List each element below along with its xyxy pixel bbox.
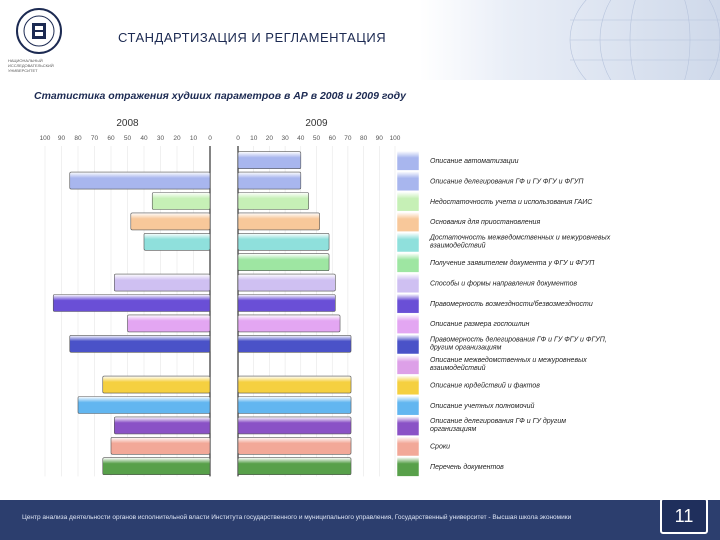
legend-swatch (396, 252, 420, 273)
tick-label-2008: 30 (157, 135, 165, 142)
category-label: Перечень документов (430, 463, 504, 471)
category-label: Описание межведомственных и межуровневых… (430, 356, 587, 372)
category-label: Основания для приостановления (430, 218, 540, 226)
tick-label-2008: 90 (58, 135, 66, 142)
category-label: Правомерность возмездности/безвозмезднос… (430, 300, 593, 308)
bar-2009 (237, 335, 352, 353)
category-label: Описание юрдействий и фактов (430, 381, 540, 389)
bar-2008 (114, 273, 211, 292)
tick-label-2008: 40 (140, 135, 148, 142)
tick-label-2009: 70 (344, 135, 352, 142)
tick-label-2009: 100 (390, 135, 401, 142)
legend-swatch (396, 375, 420, 396)
bar-2009 (237, 375, 352, 394)
bar-2008 (114, 416, 211, 435)
bar-2009 (237, 294, 336, 312)
category-label: Получение заявителем документа у ФГУ и Ф… (430, 259, 595, 267)
footer-bar: Центр анализа деятельности органов испол… (0, 500, 720, 540)
tick-label-2008: 80 (74, 135, 82, 142)
legend-swatch (396, 436, 420, 457)
legend-swatch (396, 191, 420, 212)
bar-2008 (52, 294, 211, 312)
legend-swatch (396, 171, 420, 192)
bar-2008 (127, 314, 211, 333)
bar-2008 (69, 171, 211, 190)
legend-swatch (396, 334, 420, 355)
legend-swatch (396, 313, 420, 334)
bar-2009 (237, 416, 352, 435)
bar-2009 (237, 314, 341, 333)
bar-2008 (102, 375, 211, 394)
tick-label-2009: 0 (236, 135, 240, 142)
bar-2008 (110, 436, 211, 455)
tick-label-2009: 80 (360, 135, 368, 142)
category-label: Описание размера госпошлин (430, 321, 530, 328)
tick-label-2009: 60 (329, 135, 337, 142)
tick-label-2009: 10 (250, 135, 258, 142)
bar-2008 (143, 233, 211, 251)
globe-decoration (420, 0, 720, 80)
footer-text: Центр анализа деятельности органов испол… (22, 514, 572, 521)
tick-label-2009: 40 (297, 135, 305, 142)
chart-title: Статистика отражения худших параметров в… (34, 90, 406, 102)
category-label: Способы и формы направления документов (430, 279, 577, 287)
bar-2009 (237, 253, 330, 271)
category-label: Описание учетных полномочий (430, 402, 535, 410)
category-label: Правомерность делегирования ГФ и ГУ ФГУ … (430, 336, 607, 352)
legend-swatch (396, 395, 420, 416)
legend-swatch (396, 211, 420, 232)
page-number: 11 (660, 498, 708, 534)
bar-2009 (237, 457, 352, 476)
bar-2008 (77, 396, 211, 414)
tick-label-2008: 0 (208, 135, 212, 142)
page-title: СТАНДАРТИЗАЦИЯ И РЕГЛАМЕНТАЦИЯ (118, 30, 387, 45)
category-label: Сроки (430, 444, 450, 451)
tick-label-2008: 100 (40, 135, 51, 142)
bar-2008 (151, 192, 211, 210)
bar-2009 (237, 151, 302, 170)
bar-2008 (102, 457, 211, 476)
tick-label-2008: 60 (107, 135, 115, 142)
tick-label-2009: 30 (281, 135, 289, 142)
bar-2009 (237, 212, 320, 231)
tick-label-2009: 20 (266, 135, 274, 142)
legend-swatch (396, 232, 420, 253)
category-label: Недостаточность учета и использования ГА… (430, 198, 593, 206)
bar-2009 (237, 233, 330, 251)
bar-2009 (237, 192, 309, 210)
slide-header: НАЦИОНАЛЬНЫЙ ИССЛЕДОВАТЕЛЬСКИЙ УНИВЕРСИТ… (0, 0, 720, 80)
tick-label-2009: 50 (313, 135, 321, 142)
legend-swatch (396, 273, 420, 294)
category-label: Описание автоматизации (430, 158, 519, 165)
legend-swatch (396, 415, 420, 436)
panel-title-2008: 2008 (116, 118, 139, 129)
category-label: Описание делегирования ГФ и ГУ другим орг… (430, 417, 566, 433)
university-logo (16, 8, 62, 54)
tick-label-2008: 20 (173, 135, 181, 142)
logo-caption: НАЦИОНАЛЬНЫЙ ИССЛЕДОВАТЕЛЬСКИЙ УНИВЕРСИТ… (8, 58, 54, 73)
panel-title-2009: 2009 (305, 118, 328, 129)
category-label: Описание делегирования ГФ и ГУ ФГУ и ФГУ… (430, 177, 584, 185)
bar-2008 (130, 212, 211, 231)
category-label: Достаточность межведомственных и межуров… (429, 234, 611, 250)
tick-label-2009: 90 (376, 135, 384, 142)
legend-swatch (396, 150, 420, 171)
tick-label-2008: 50 (124, 135, 132, 142)
bar-2009 (237, 436, 352, 455)
legend-swatch (396, 293, 420, 314)
bar-2009 (237, 396, 352, 414)
bar-2009 (237, 273, 336, 292)
bar-2009 (237, 171, 302, 190)
tick-label-2008: 70 (91, 135, 99, 142)
bar-2008 (69, 335, 211, 353)
legend-swatch (396, 456, 420, 477)
tick-label-2008: 10 (190, 135, 198, 142)
legend-swatch (396, 354, 420, 375)
